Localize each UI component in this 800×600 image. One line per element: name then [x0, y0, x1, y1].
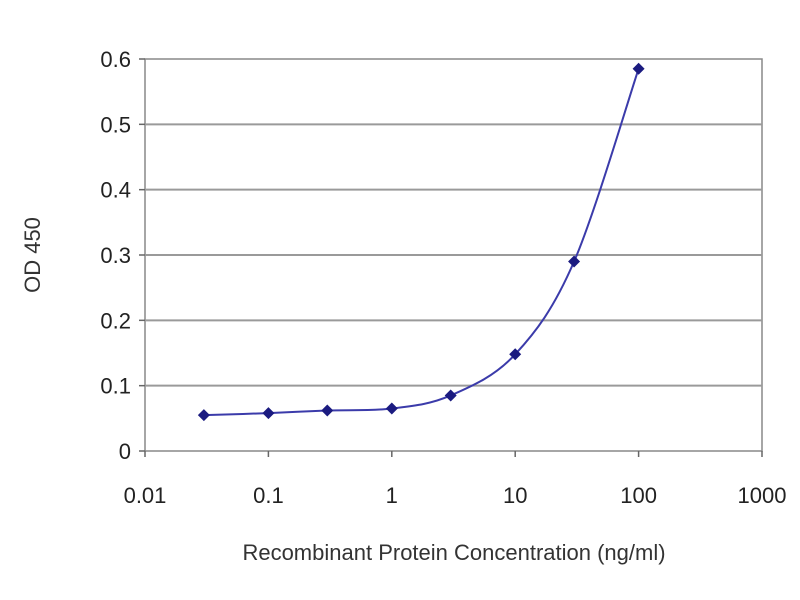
y-tick-label: 0.1	[100, 374, 131, 399]
y-tick-label: 0.4	[100, 178, 131, 203]
x-tick-label: 0.01	[124, 483, 167, 508]
x-tick-label: 1000	[738, 483, 787, 508]
x-tick-label: 1	[386, 483, 398, 508]
data-point	[632, 62, 645, 75]
x-tick-labels: 0.01 0.1 1 10 100 1000	[124, 483, 787, 508]
y-tick-labels: 0 0.1 0.2 0.3 0.4 0.5 0.6	[100, 47, 131, 464]
gridlines	[145, 123, 762, 387]
y-tick-label: 0	[119, 439, 131, 464]
data-point	[197, 409, 210, 422]
y-axis-title: OD 450	[20, 217, 45, 293]
data-point	[444, 389, 457, 402]
data-point	[568, 255, 581, 268]
y-tick-label: 0.6	[100, 47, 131, 72]
data-point	[509, 348, 522, 361]
x-tick-label: 10	[503, 483, 527, 508]
x-tick-label: 0.1	[253, 483, 284, 508]
data-point	[385, 402, 398, 415]
data-point	[321, 404, 334, 417]
x-tick-label: 100	[620, 483, 657, 508]
y-tick-label: 0.2	[100, 308, 131, 333]
x-axis-title: Recombinant Protein Concentration (ng/ml…	[242, 540, 665, 565]
data-points	[197, 62, 645, 422]
y-tick-label: 0.5	[100, 112, 131, 137]
axes	[139, 58, 763, 457]
y-tick-label: 0.3	[100, 243, 131, 268]
data-point	[262, 407, 275, 420]
